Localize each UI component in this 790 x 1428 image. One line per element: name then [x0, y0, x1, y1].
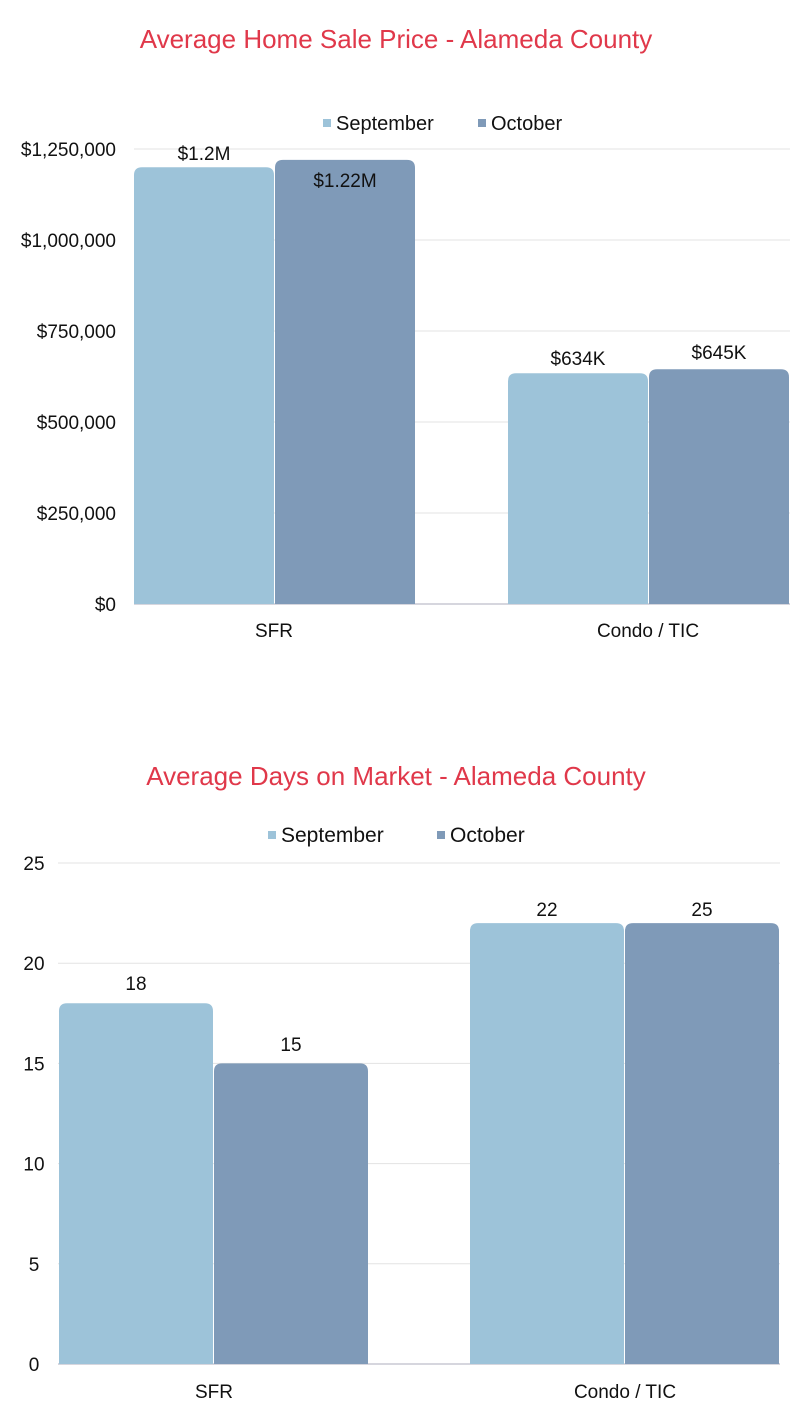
y-tick-label: 25	[23, 854, 44, 875]
x-category-label: SFR	[255, 621, 293, 642]
y-tick-label: $250,000	[37, 504, 116, 525]
y-tick-label: $750,000	[37, 322, 116, 343]
x-category-label: Condo / TIC	[597, 621, 699, 642]
y-tick-label: 15	[23, 1054, 44, 1075]
data-label: $1.2M	[178, 144, 231, 165]
y-tick-label: 10	[23, 1155, 44, 1176]
bar-october-condo-tic	[625, 923, 779, 1364]
legend-label-september: September	[336, 113, 434, 135]
y-tick-label: 20	[23, 954, 44, 975]
bar-october-sfr	[275, 159, 415, 605]
y-tick-label: 0	[29, 1355, 40, 1376]
bar-september-sfr	[134, 167, 274, 604]
average-home-sale-price-chart: Average Home Sale Price - Alameda County…	[21, 24, 790, 642]
y-tick-label: 5	[29, 1255, 40, 1276]
legend-marker-september	[268, 831, 276, 839]
y-tick-label: $1,000,000	[21, 231, 116, 252]
data-label: 25	[691, 900, 712, 921]
legend-label-september: September	[281, 824, 384, 847]
chart-title: Average Days on Market - Alameda County	[146, 761, 646, 791]
data-label: $645K	[692, 343, 747, 364]
bar-september-sfr	[59, 1003, 213, 1364]
average-days-on-market-chart: Average Days on Market - Alameda County S…	[23, 761, 780, 1403]
legend-label-october: October	[450, 824, 525, 847]
y-tick-label: $1,250,000	[21, 140, 116, 161]
bar-october-sfr	[214, 1063, 368, 1364]
x-category-label: Condo / TIC	[574, 1382, 676, 1403]
data-label: $1.22M	[313, 171, 376, 192]
data-label: $634K	[551, 349, 606, 370]
legend-label-october: October	[491, 113, 562, 135]
data-label: 22	[536, 900, 557, 921]
y-tick-label: $0	[95, 595, 116, 616]
y-tick-label: $500,000	[37, 413, 116, 434]
bar-september-condo-tic	[470, 923, 624, 1364]
legend-marker-october	[437, 831, 445, 839]
chart-title: Average Home Sale Price - Alameda County	[140, 24, 653, 54]
data-label: 15	[280, 1035, 301, 1056]
bar-september-condo-tic	[508, 373, 648, 604]
bar-october-condo-tic	[649, 369, 789, 604]
legend-marker-september	[323, 119, 331, 127]
x-category-label: SFR	[195, 1382, 233, 1403]
legend-marker-october	[478, 119, 486, 127]
data-label: 18	[125, 974, 146, 995]
